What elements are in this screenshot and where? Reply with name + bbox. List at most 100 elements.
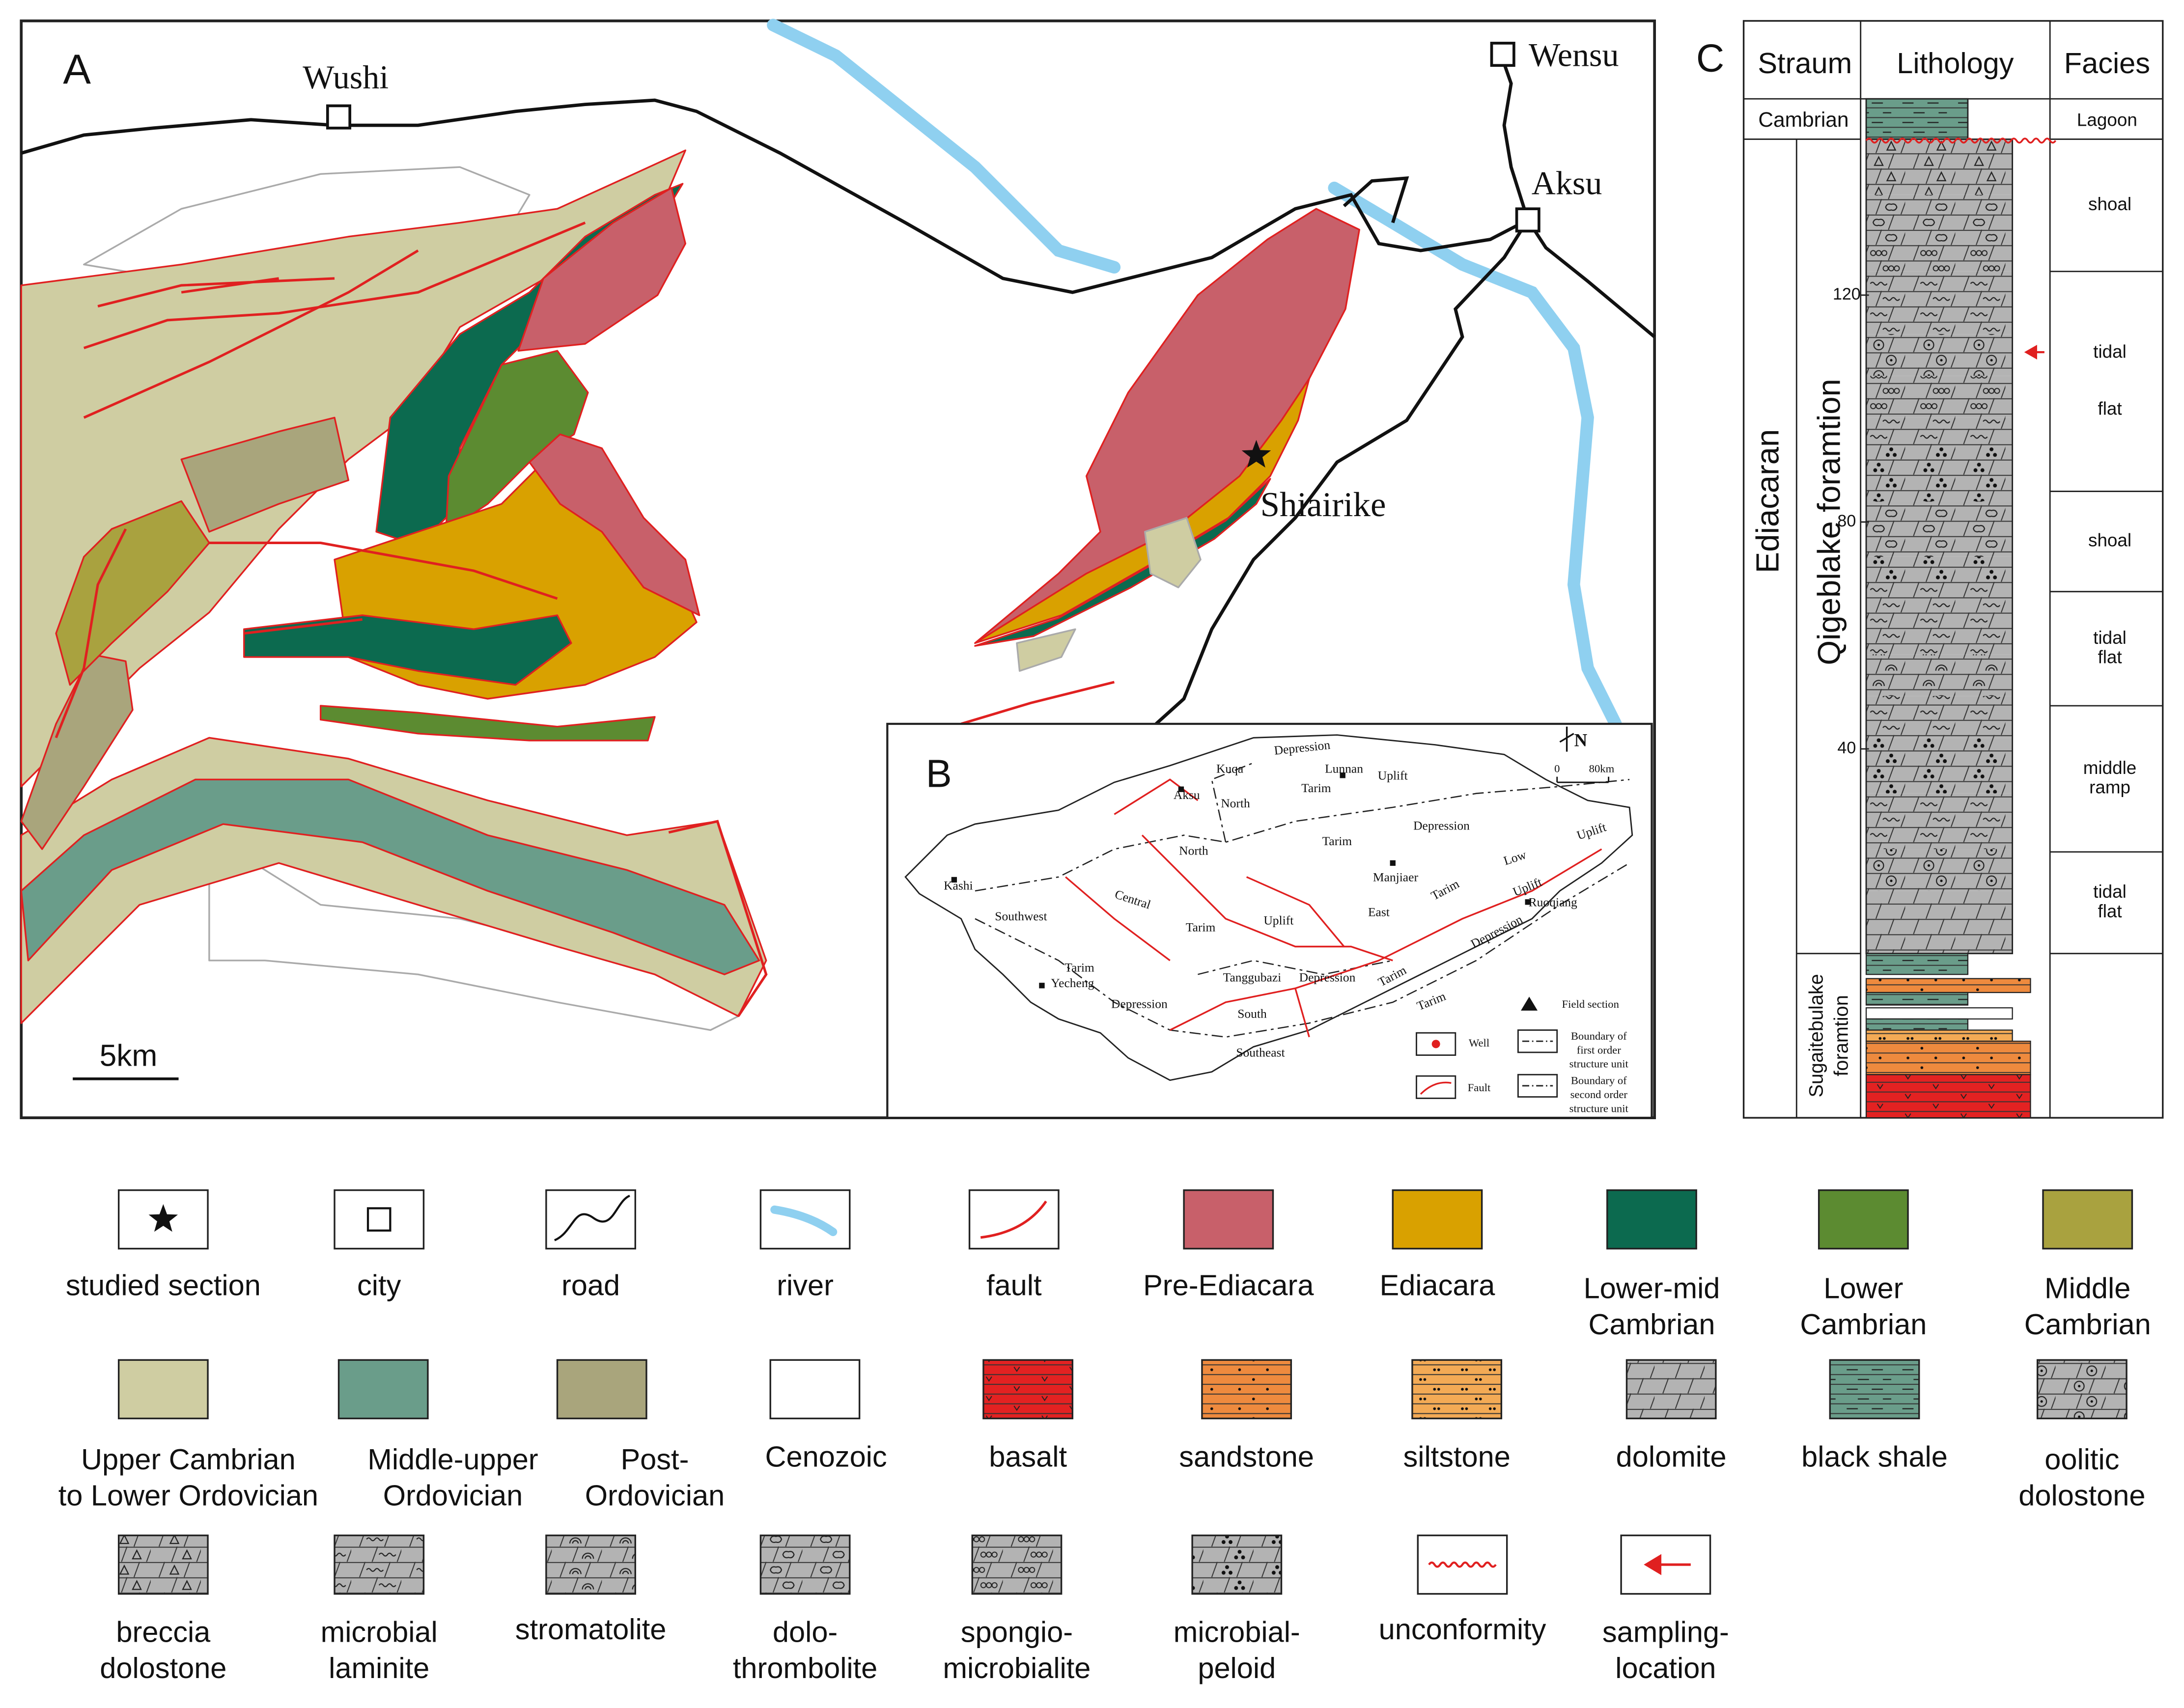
panel-label: A	[63, 46, 91, 93]
legend-label: black shale	[1801, 1440, 1948, 1473]
legend-swatch	[759, 1534, 851, 1595]
depth-tick-label: 80	[1837, 512, 1856, 530]
north-arrow	[1559, 726, 1574, 752]
well-symbol	[1431, 1040, 1440, 1048]
inset-legend-label: structure unit	[1569, 1058, 1629, 1070]
lithology-interval	[1866, 891, 2013, 954]
field-section-symbol	[1521, 996, 1538, 1011]
legend-swatch	[117, 1359, 209, 1420]
lower-mid-cambrian-unit	[974, 478, 1271, 647]
legend-swatch	[1201, 1359, 1292, 1420]
legend-label: Upper Cambrian	[81, 1443, 296, 1476]
town-marker	[1525, 899, 1531, 905]
legend-label: thrombolite	[733, 1652, 877, 1684]
legend-swatch	[1818, 1189, 1909, 1250]
basin-outline	[904, 734, 1633, 1081]
facies-label: flat	[2098, 647, 2122, 667]
lithology-interval	[1866, 376, 2013, 418]
facies-label: flat	[2098, 399, 2122, 419]
post-ordovician-unit	[180, 416, 350, 533]
inset-label: South	[1237, 1006, 1267, 1020]
panel-label: C	[1696, 36, 1724, 80]
legend-label: unconformity	[1379, 1613, 1546, 1646]
upper-cambrian-unit	[1144, 517, 1202, 588]
inset-label: Depression	[1299, 970, 1356, 985]
legend-swatch	[2042, 1189, 2133, 1250]
facies-label: tidal	[2093, 341, 2127, 361]
lithology-interval	[1866, 501, 2013, 557]
fault-symbol	[1420, 1081, 1452, 1095]
lithology-interval	[1866, 417, 2013, 446]
studied-section-star	[1241, 440, 1271, 468]
legend-label: Post-	[620, 1443, 689, 1476]
legend-swatch	[1191, 1534, 1283, 1595]
fault	[97, 277, 335, 308]
inset-label: Kuqa	[1216, 761, 1243, 775]
fault	[209, 541, 558, 600]
inset-fault	[1065, 876, 1171, 962]
inset-label: Tanggubazi	[1223, 970, 1282, 985]
inset-label: Tarim	[1186, 920, 1216, 935]
legend-swatch	[545, 1189, 636, 1250]
lithology-interval	[1866, 445, 2013, 501]
depth-tick-label: 120	[1833, 285, 1861, 303]
legend-swatch	[1392, 1189, 1483, 1250]
road	[1500, 55, 1656, 338]
lithology-interval	[1866, 556, 2013, 585]
stratum-label: Ediacaran	[1750, 429, 1786, 574]
legend-label: fault	[986, 1269, 1042, 1302]
river	[1328, 181, 1622, 730]
road	[1343, 176, 1409, 223]
legend-label: city	[357, 1269, 401, 1302]
legend-swatch	[545, 1534, 636, 1595]
lithology-layer	[1865, 1074, 2031, 1119]
inset-legend-label: Well	[1469, 1037, 1489, 1049]
upper-cambrian-unit	[20, 149, 687, 788]
formation-label: Sugaitebulake	[1805, 974, 1827, 1097]
upper-cambrian-unit	[1016, 628, 1076, 672]
town-marker	[1340, 772, 1345, 778]
legend-label: Middle	[2044, 1271, 2130, 1304]
formation-label: foramtion	[1830, 995, 1852, 1076]
legend-swatch	[971, 1534, 1063, 1595]
structure-boundary	[975, 862, 1630, 1038]
facies-label: tidal	[2093, 882, 2127, 902]
cambrian-shale	[1865, 98, 1969, 141]
lithology-interval	[1866, 849, 2013, 891]
column-header: Facies	[2064, 47, 2150, 80]
legend-swatch	[968, 1189, 1060, 1250]
facies-label: Lagoon	[2077, 110, 2137, 130]
legend-swatch	[556, 1359, 647, 1420]
lithology-interval	[1866, 334, 2013, 376]
lithology-interval	[1866, 271, 2013, 334]
legend-label: dolomite	[1616, 1440, 1727, 1473]
lithology-layer	[1865, 1018, 1969, 1031]
legend-swatch	[769, 1359, 861, 1420]
legend-swatch	[334, 1534, 425, 1595]
facies-label: tidal	[2093, 628, 2127, 648]
town-marker	[1178, 786, 1184, 792]
legend-label: microbial-	[1174, 1615, 1300, 1648]
town-marker	[1390, 860, 1396, 866]
legend-label: Lower	[1823, 1271, 1903, 1304]
legend-swatch	[1829, 1359, 1920, 1420]
legend-swatch	[1416, 1075, 1456, 1099]
inset-fault	[1114, 778, 1199, 815]
inset-label: Ruoqiang	[1529, 895, 1577, 909]
inset-label: Manjiaer	[1373, 870, 1419, 884]
inset-legend-label: Fault	[1468, 1081, 1491, 1094]
inset-legend-label: first order	[1577, 1044, 1621, 1056]
town-marker	[951, 877, 957, 883]
lithology-layer	[1865, 978, 2031, 993]
inset-legend-label: Boundary of	[1571, 1030, 1627, 1042]
legend-label: sandstone	[1179, 1440, 1314, 1473]
scale-label: 0	[1554, 763, 1560, 775]
legend-label: breccia	[116, 1615, 211, 1648]
legend-label: Ordovician	[585, 1479, 725, 1512]
lithology-interval	[1866, 696, 2013, 738]
depth-tick-label: 40	[1837, 739, 1856, 757]
legend-symbol	[554, 1194, 630, 1241]
legend-label: to Lower Ordovician	[58, 1479, 318, 1512]
legend-label: laminite	[329, 1652, 429, 1684]
